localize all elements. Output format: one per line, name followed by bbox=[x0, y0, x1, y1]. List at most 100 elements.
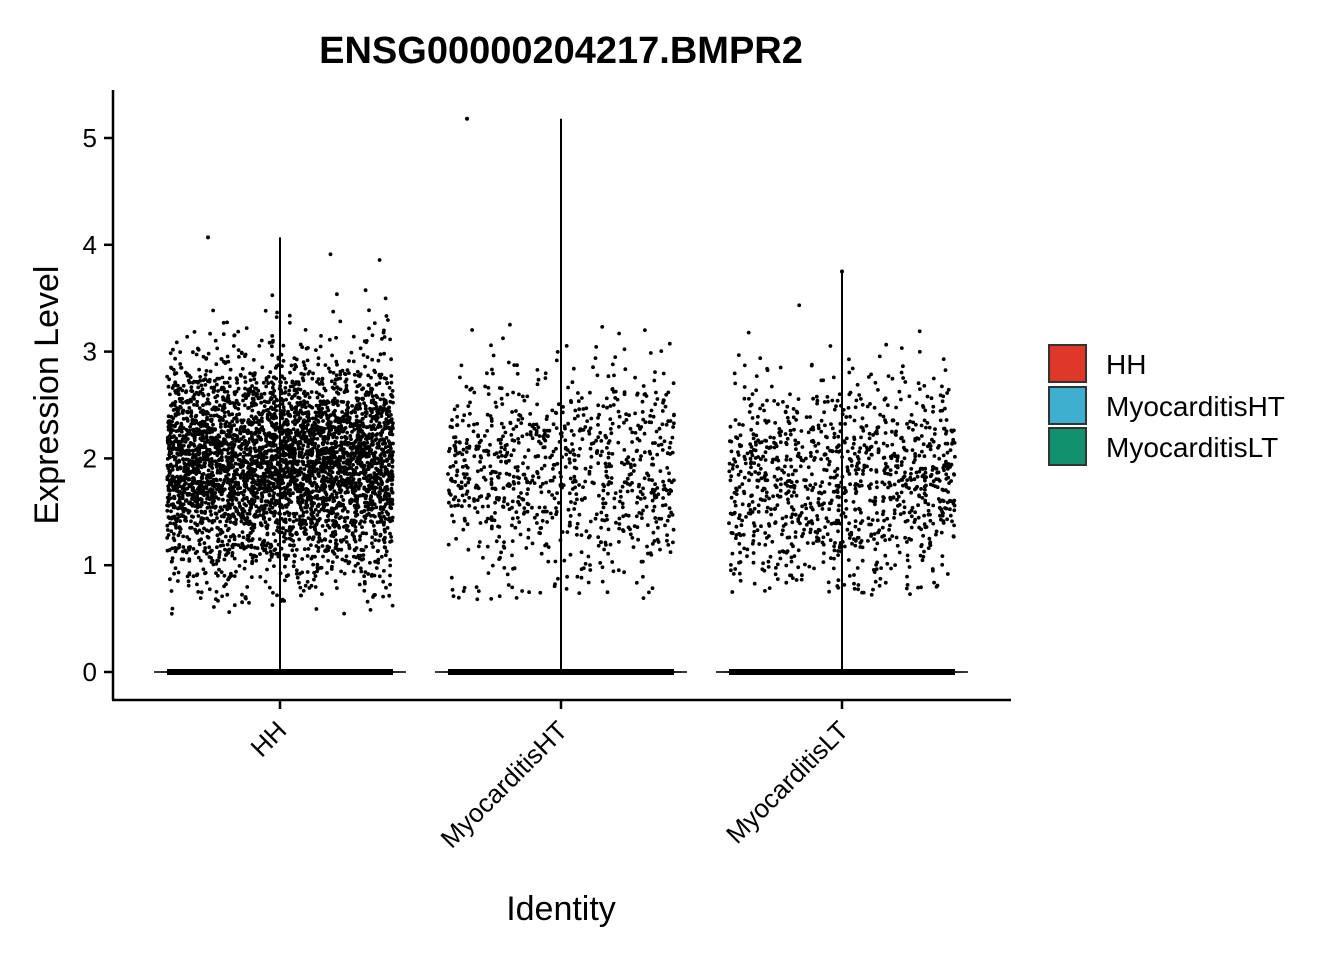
data-point bbox=[602, 547, 606, 552]
data-point bbox=[525, 509, 530, 514]
data-point bbox=[516, 440, 521, 445]
data-point bbox=[476, 544, 481, 549]
data-point bbox=[237, 534, 242, 538]
data-point bbox=[387, 493, 392, 498]
data-point bbox=[259, 392, 264, 397]
data-point bbox=[245, 496, 249, 501]
data-point bbox=[389, 535, 393, 539]
data-point bbox=[616, 568, 621, 573]
data-point bbox=[213, 597, 218, 601]
data-point bbox=[637, 438, 642, 443]
data-point bbox=[243, 441, 248, 446]
data-point bbox=[643, 420, 648, 425]
data-point bbox=[357, 438, 362, 442]
data-point bbox=[173, 412, 178, 417]
data-point bbox=[264, 455, 269, 460]
data-point bbox=[345, 420, 349, 425]
data-point bbox=[223, 424, 228, 429]
data-point bbox=[346, 476, 350, 481]
data-point bbox=[211, 473, 216, 478]
data-point bbox=[296, 459, 301, 464]
data-point bbox=[328, 454, 333, 459]
data-point bbox=[227, 526, 231, 531]
data-point bbox=[499, 421, 504, 426]
data-point bbox=[314, 460, 319, 464]
data-point bbox=[631, 545, 636, 549]
data-point bbox=[168, 469, 173, 474]
data-point bbox=[240, 351, 244, 356]
data-point bbox=[236, 407, 241, 411]
data-point bbox=[332, 441, 337, 446]
data-point bbox=[383, 399, 388, 404]
data-point bbox=[463, 475, 467, 480]
data-point bbox=[379, 372, 384, 377]
data-point bbox=[526, 527, 531, 532]
data-point bbox=[485, 544, 490, 549]
data-point bbox=[653, 482, 657, 487]
data-point bbox=[326, 426, 330, 430]
data-point bbox=[543, 505, 547, 510]
data-point bbox=[230, 551, 235, 555]
data-point bbox=[227, 446, 231, 451]
data-point bbox=[262, 477, 267, 482]
data-point bbox=[489, 471, 493, 476]
data-point bbox=[261, 380, 266, 385]
data-point bbox=[336, 391, 341, 396]
data-point bbox=[218, 464, 223, 468]
data-point bbox=[362, 486, 367, 491]
data-point bbox=[539, 466, 544, 471]
data-point bbox=[339, 569, 343, 574]
data-point bbox=[384, 420, 389, 424]
data-point bbox=[571, 448, 575, 452]
data-point bbox=[320, 376, 325, 381]
data-point bbox=[551, 467, 555, 471]
data-point bbox=[526, 487, 530, 492]
data-point bbox=[251, 358, 256, 362]
data-point bbox=[368, 608, 373, 612]
data-point bbox=[387, 385, 392, 390]
data-point bbox=[226, 429, 231, 433]
plot-area bbox=[153, 116, 969, 675]
data-point bbox=[375, 467, 380, 472]
data-point bbox=[539, 490, 544, 495]
data-point bbox=[205, 516, 210, 521]
data-point bbox=[362, 472, 367, 477]
data-point bbox=[357, 477, 362, 482]
data-point bbox=[290, 395, 295, 399]
data-point bbox=[489, 597, 494, 601]
data-point bbox=[342, 414, 346, 419]
data-point bbox=[301, 513, 305, 518]
data-point bbox=[221, 404, 226, 409]
data-point bbox=[185, 535, 190, 539]
data-point bbox=[231, 542, 236, 547]
data-point bbox=[387, 593, 392, 598]
data-point bbox=[577, 512, 582, 517]
data-point bbox=[506, 360, 511, 365]
data-point bbox=[356, 561, 360, 566]
data-point bbox=[303, 405, 308, 410]
data-point bbox=[306, 470, 311, 474]
data-point bbox=[318, 452, 323, 457]
data-point bbox=[463, 483, 468, 488]
data-point bbox=[489, 419, 494, 423]
data-point bbox=[309, 390, 314, 394]
data-point bbox=[237, 355, 241, 359]
data-point bbox=[354, 396, 359, 400]
data-point bbox=[334, 495, 339, 499]
data-point bbox=[329, 475, 334, 480]
data-point bbox=[209, 463, 214, 467]
data-point bbox=[313, 507, 318, 512]
data-point bbox=[365, 467, 370, 471]
data-point bbox=[338, 458, 342, 463]
data-point bbox=[241, 469, 246, 473]
data-point bbox=[165, 528, 170, 532]
data-point bbox=[335, 362, 339, 367]
data-point bbox=[266, 479, 270, 483]
data-point bbox=[203, 546, 208, 550]
data-point bbox=[486, 392, 491, 396]
data-point bbox=[635, 448, 639, 453]
data-point bbox=[321, 459, 326, 464]
data-point bbox=[205, 473, 210, 478]
data-point bbox=[596, 461, 601, 466]
data-point bbox=[320, 524, 325, 528]
